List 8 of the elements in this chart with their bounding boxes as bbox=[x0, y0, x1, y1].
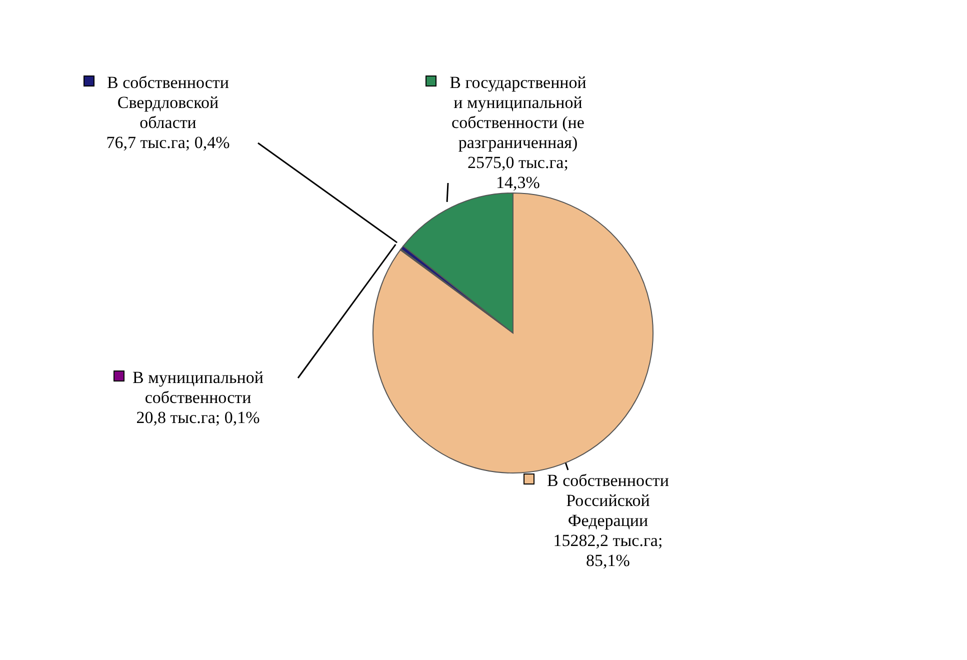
legend-label: В собственности Российской Федерации bbox=[547, 471, 669, 530]
data-label: 15282,2 тыс.га; 85,1% bbox=[553, 531, 663, 570]
legend-label: В муниципальной собственности bbox=[132, 368, 264, 407]
data-label: 76,7 тыс.га; 0,4% bbox=[106, 133, 230, 152]
legend-label: В государственной и муниципальной собственности (не разграниченная) bbox=[450, 73, 586, 152]
data-label: 20,8 тыс.га; 0,1% bbox=[136, 408, 260, 427]
data-label: 2575,0 тыс.га; 14,3% bbox=[468, 153, 568, 192]
legend-label: В собственности Свердловской области bbox=[107, 73, 229, 132]
